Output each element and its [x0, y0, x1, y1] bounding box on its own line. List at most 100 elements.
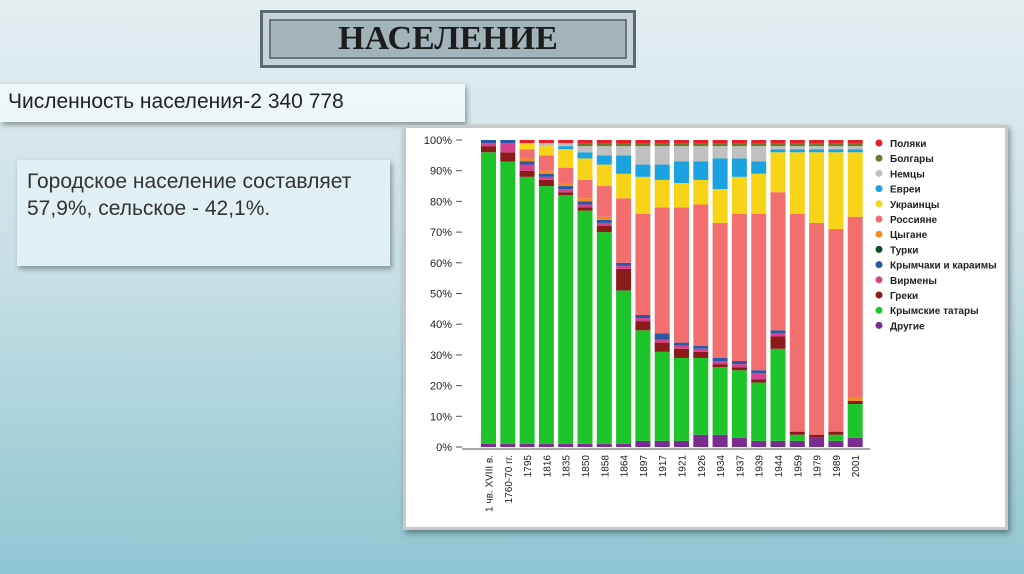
- bar-segment: [538, 140, 554, 144]
- bar-segment: [577, 207, 593, 211]
- bar-segment: [770, 333, 786, 337]
- bar-segment: [712, 434, 728, 447]
- bar-segment: [519, 164, 535, 171]
- bar-segment: [751, 373, 767, 380]
- x-tick-label: 1816: [542, 455, 553, 478]
- bar-segment: [731, 158, 747, 177]
- legend-label: Украинцы: [890, 200, 939, 211]
- x-tick-label: 1937: [735, 455, 746, 478]
- urban-text: Городское население составляет 57,9%, се…: [17, 160, 390, 266]
- bar-segment: [847, 397, 863, 401]
- bar-segment: [500, 152, 516, 162]
- y-tick-label: 100%: [424, 135, 452, 147]
- bar-segment: [577, 198, 593, 202]
- bar-segment: [577, 201, 593, 205]
- bar-segment: [751, 146, 767, 162]
- legend-label: Крымские татары: [890, 306, 979, 317]
- bar-segment: [674, 182, 689, 208]
- legend-marker: [875, 245, 883, 253]
- bar-segment: [635, 143, 651, 147]
- bar-segment: [693, 179, 709, 205]
- legend-label: Болгары: [890, 154, 934, 165]
- bar-segment: [828, 434, 844, 441]
- x-tick-label: 1864: [620, 455, 631, 478]
- legend-marker: [875, 321, 883, 329]
- bar-segment: [635, 176, 651, 214]
- bar-segment: [596, 216, 612, 220]
- bar-segment: [693, 348, 709, 352]
- bar-segment: [538, 170, 554, 174]
- bar-segment: [847, 437, 863, 447]
- bar-segment: [809, 149, 825, 153]
- bar-segment: [577, 143, 593, 147]
- bar-segment: [751, 140, 767, 144]
- bar-segment: [751, 440, 767, 447]
- x-tick-label: 1926: [697, 455, 708, 478]
- bar-segment: [500, 143, 516, 153]
- x-tick-label: 1897: [639, 455, 650, 478]
- bar-segment: [731, 367, 747, 371]
- bar-segment: [654, 351, 670, 441]
- bar-segment: [558, 167, 574, 183]
- bar-segment: [654, 143, 670, 147]
- bar-segment: [616, 265, 632, 269]
- x-tick-label: 1934: [716, 455, 727, 478]
- bar-segment: [616, 262, 632, 266]
- legend-label: Россияне: [890, 215, 938, 226]
- x-tick-label: 1979: [813, 455, 824, 478]
- bar-segment: [654, 440, 670, 447]
- bar-segment: [577, 204, 593, 208]
- legend-marker: [875, 306, 883, 314]
- bar-segment: [654, 342, 670, 352]
- bar-segment: [596, 225, 612, 233]
- x-tick-label: 1989: [832, 455, 843, 478]
- bar-segment: [558, 186, 574, 190]
- bar-segment: [770, 149, 786, 153]
- bar-segment: [712, 367, 728, 435]
- bar-segment: [635, 330, 651, 441]
- y-tick-label: 70%: [430, 227, 452, 239]
- bar-segment: [674, 348, 689, 358]
- bar-segment: [616, 268, 632, 291]
- bar-segment: [577, 443, 593, 447]
- bar-segment: [847, 140, 863, 144]
- x-tick-label: 1921: [678, 455, 689, 478]
- bar-segment: [693, 357, 709, 435]
- bar-segment: [635, 318, 651, 322]
- bar-segment: [809, 437, 825, 447]
- bar-segment: [693, 143, 709, 147]
- legend-marker: [875, 154, 883, 162]
- bar-segment: [751, 382, 767, 441]
- y-tick-label: 40%: [430, 319, 452, 331]
- population-text: Численность населения-2 340 778: [0, 84, 465, 122]
- legend-label: Турки: [890, 245, 918, 256]
- bar-segment: [789, 143, 805, 147]
- x-tick-label: 1795: [523, 455, 534, 478]
- bar-segment: [693, 345, 709, 349]
- bar-segment: [828, 229, 844, 432]
- bar-segment: [596, 222, 612, 226]
- bar-segment: [770, 140, 786, 144]
- bar-segment: [770, 440, 786, 447]
- bar-segment: [481, 143, 496, 147]
- slide-title: НАСЕЛЕНИЕ: [260, 10, 636, 68]
- bar-segment: [596, 232, 612, 444]
- y-tick-label: 50%: [430, 289, 452, 301]
- bar-segment: [654, 146, 670, 165]
- x-tick-label: 1939: [755, 455, 766, 478]
- bar-segment: [481, 152, 496, 444]
- bar-segment: [558, 146, 574, 150]
- legend-marker: [875, 185, 883, 193]
- bar-segment: [674, 140, 689, 144]
- bar-segment: [809, 434, 825, 438]
- y-tick-label: 0%: [436, 442, 452, 454]
- bar-segment: [558, 443, 574, 447]
- bar-segment: [500, 161, 516, 444]
- bar-segment: [519, 158, 535, 162]
- legend-marker: [875, 200, 883, 208]
- bar-segment: [654, 140, 670, 144]
- bar-segment: [596, 155, 612, 165]
- legend-marker: [875, 215, 883, 223]
- bar-segment: [693, 351, 709, 358]
- bar-segment: [770, 152, 786, 193]
